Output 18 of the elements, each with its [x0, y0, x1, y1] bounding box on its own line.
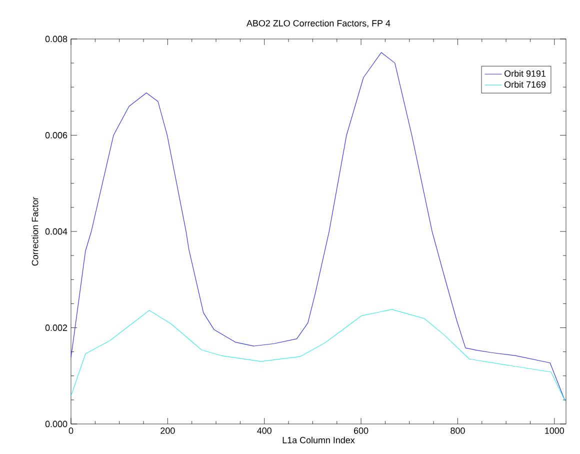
x-tick-label: 600: [354, 428, 368, 434]
x-axis-title: L1a Column Index: [282, 436, 355, 444]
y-tick-label: 0.006: [45, 132, 68, 138]
x-tick-label: 800: [450, 428, 465, 434]
line-series: [71, 52, 566, 402]
legend-label: Orbit 7169: [504, 81, 546, 88]
line-series: [71, 309, 566, 402]
y-tick-label: 0.004: [45, 228, 68, 235]
y-tick-label: 0.008: [45, 36, 68, 42]
x-tick-label: 400: [257, 428, 272, 434]
x-tick-label: 200: [160, 428, 175, 434]
chart-title: ABO2 ZLO Correction Factors, FP 4: [246, 20, 390, 28]
y-tick-label: 0.000: [45, 420, 68, 428]
legend-label: Orbit 9191: [504, 70, 546, 77]
x-tick-label: 1000: [545, 428, 564, 434]
y-axis-title: Correction Factor: [32, 197, 38, 266]
y-tick-label: 0.002: [45, 324, 68, 331]
x-tick-label: 0: [68, 428, 74, 434]
